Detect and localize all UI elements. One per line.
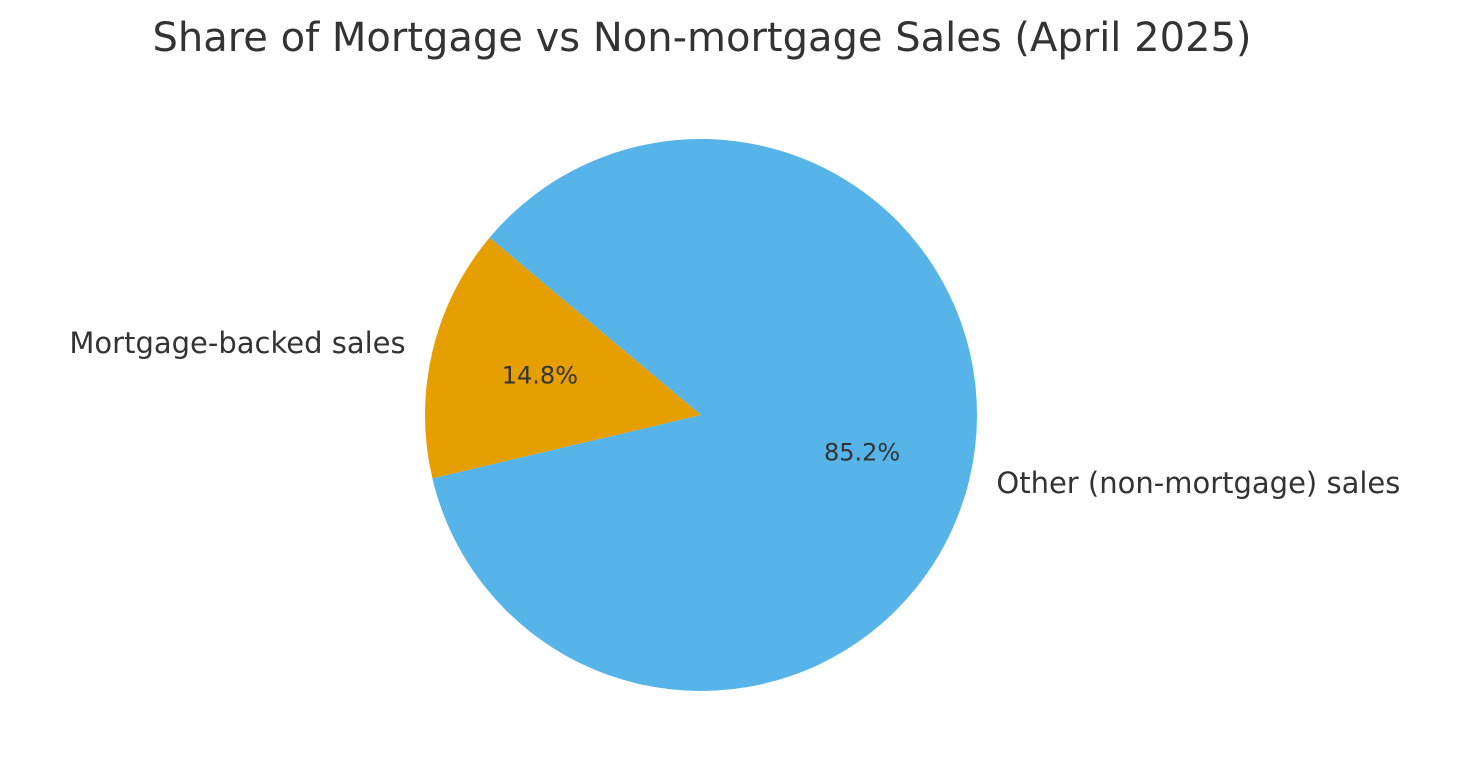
- slice-label: Other (non-mortgage) sales: [996, 466, 1400, 500]
- slice-label: Mortgage-backed sales: [69, 326, 405, 360]
- value-label: 14.8%: [502, 362, 578, 390]
- pie-slice: [425, 237, 701, 479]
- value-label: 85.2%: [824, 438, 900, 466]
- chart-title: Share of Mortgage vs Non-mortgage Sales …: [152, 15, 1251, 61]
- pie-slice: [432, 138, 978, 692]
